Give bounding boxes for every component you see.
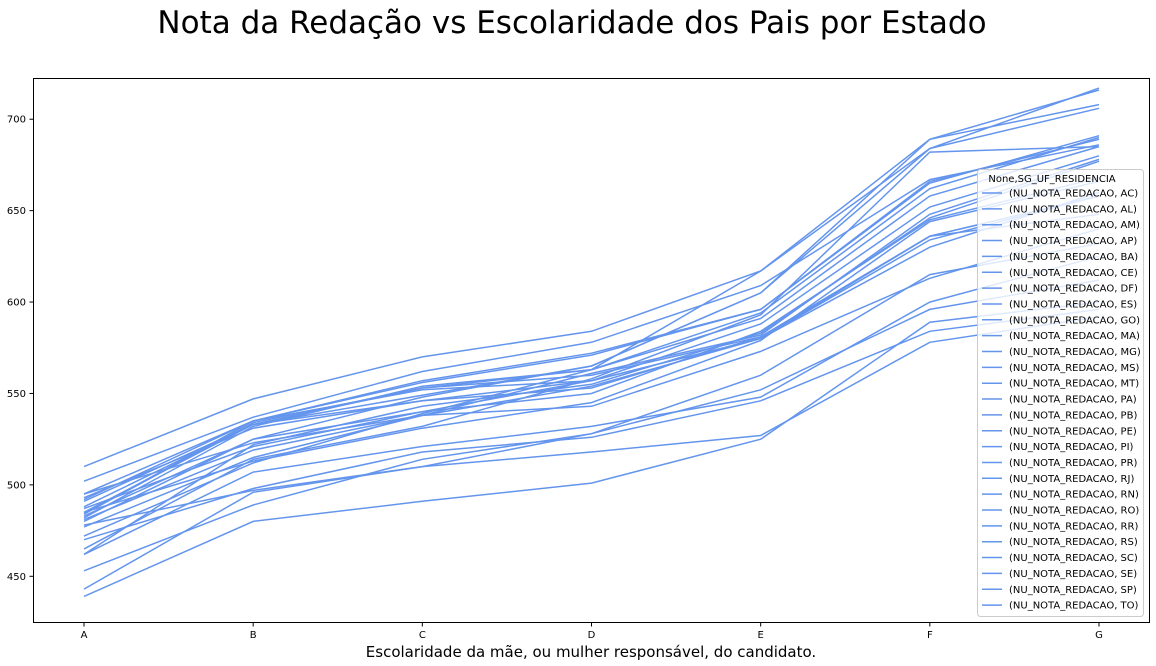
legend-entry-20: (NU_NOTA_REDACAO, RO) (1009, 506, 1139, 517)
series-line-19 (83, 242, 1100, 526)
legend-title: None,SG_UF_RESIDENCIA (988, 174, 1115, 185)
legend-entry-0: (NU_NOTA_REDACAO, AC) (1009, 189, 1138, 200)
series-line-10 (83, 134, 1100, 495)
legend-entry-5: (NU_NOTA_REDACAO, CE) (1009, 268, 1138, 279)
legend-entry-3: (NU_NOTA_REDACAO, AP) (1009, 236, 1137, 247)
legend-entry-19: (NU_NOTA_REDACAO, RN) (1009, 490, 1139, 501)
series-line-16 (83, 103, 1100, 537)
series-lines (83, 87, 1100, 598)
series-line-6 (83, 144, 1100, 482)
series-line-1 (83, 158, 1100, 528)
legend-entry-14: (NU_NOTA_REDACAO, PB) (1009, 410, 1137, 421)
x-tick-label-4: E (758, 630, 764, 641)
series-line-25 (83, 195, 1100, 502)
x-tick-label-6: G (1095, 630, 1103, 641)
legend-entry-13: (NU_NOTA_REDACAO, PA) (1009, 395, 1137, 406)
series-line-20 (83, 255, 1100, 556)
legend-entry-22: (NU_NOTA_REDACAO, RS) (1009, 537, 1138, 548)
legend-entry-12: (NU_NOTA_REDACAO, MT) (1009, 379, 1139, 390)
series-line-21 (83, 315, 1100, 590)
legend-entry-24: (NU_NOTA_REDACAO, SE) (1009, 569, 1137, 580)
y-tick-label-3: 600 (7, 298, 26, 309)
legend-entry-8: (NU_NOTA_REDACAO, GO) (1009, 315, 1140, 326)
series-line-22 (83, 176, 1100, 523)
x-tick-label-1: B (250, 630, 257, 641)
y-tick-label-0: 450 (7, 572, 26, 583)
legend-entry-9: (NU_NOTA_REDACAO, MA) (1009, 331, 1140, 342)
legend-entry-21: (NU_NOTA_REDACAO, RR) (1009, 521, 1138, 532)
legend-entry-7: (NU_NOTA_REDACAO, ES) (1009, 299, 1137, 310)
legend-entry-16: (NU_NOTA_REDACAO, PI) (1009, 442, 1134, 453)
x-axis: A B C D E F G (81, 622, 1103, 641)
legend-entry-15: (NU_NOTA_REDACAO, PE) (1009, 426, 1137, 437)
chart-title: Nota da Redação vs Escolaridade dos Pais… (157, 5, 986, 41)
y-tick-label-1: 500 (7, 480, 26, 491)
legend: None,SG_UF_RESIDENCIA (NU_NOTA_REDACAO, … (977, 169, 1144, 617)
legend-entry-1: (NU_NOTA_REDACAO, AL) (1009, 204, 1137, 215)
legend-entry-18: (NU_NOTA_REDACAO, RJ) (1009, 474, 1134, 485)
legend-entry-11: (NU_NOTA_REDACAO, MS) (1009, 363, 1140, 374)
series-line-24 (83, 145, 1100, 550)
legend-entry-25: (NU_NOTA_REDACAO, SP) (1009, 585, 1137, 596)
x-tick-label-2: C (419, 630, 426, 641)
legend-entry-10: (NU_NOTA_REDACAO, MG) (1009, 347, 1141, 358)
x-axis-label: Escolaridade da mãe, ou mulher responsáv… (366, 643, 816, 661)
series-line-3 (83, 160, 1100, 556)
legend-entry-2: (NU_NOTA_REDACAO, AM) (1009, 220, 1140, 231)
series-line-18 (83, 138, 1100, 501)
x-tick-label-0: A (81, 630, 88, 641)
legend-entry-17: (NU_NOTA_REDACAO, PR) (1009, 458, 1138, 469)
x-tick-label-3: D (588, 630, 596, 641)
series-line-23 (83, 180, 1100, 514)
series-line-9 (83, 308, 1100, 541)
series-line-2 (83, 228, 1100, 495)
y-tick-label-2: 550 (7, 389, 26, 400)
legend-entry-23: (NU_NOTA_REDACAO, SC) (1009, 553, 1138, 564)
legend-entry-4: (NU_NOTA_REDACAO, BA) (1009, 252, 1138, 263)
series-line-15 (83, 89, 1100, 513)
legend-entry-26: (NU_NOTA_REDACAO, TO) (1009, 601, 1139, 612)
series-line-26 (83, 301, 1100, 598)
x-tick-label-5: F (927, 630, 933, 641)
series-line-7 (83, 213, 1100, 515)
legend-entry-6: (NU_NOTA_REDACAO, DF) (1009, 284, 1138, 295)
series-line-8 (83, 136, 1100, 519)
y-tick-label-5: 700 (7, 115, 26, 126)
series-line-12 (83, 195, 1100, 521)
y-tick-label-4: 650 (7, 206, 26, 217)
legend-box (977, 169, 1144, 617)
y-axis: 450 500 550 600 650 700 (7, 115, 34, 583)
series-line-13 (83, 279, 1100, 572)
